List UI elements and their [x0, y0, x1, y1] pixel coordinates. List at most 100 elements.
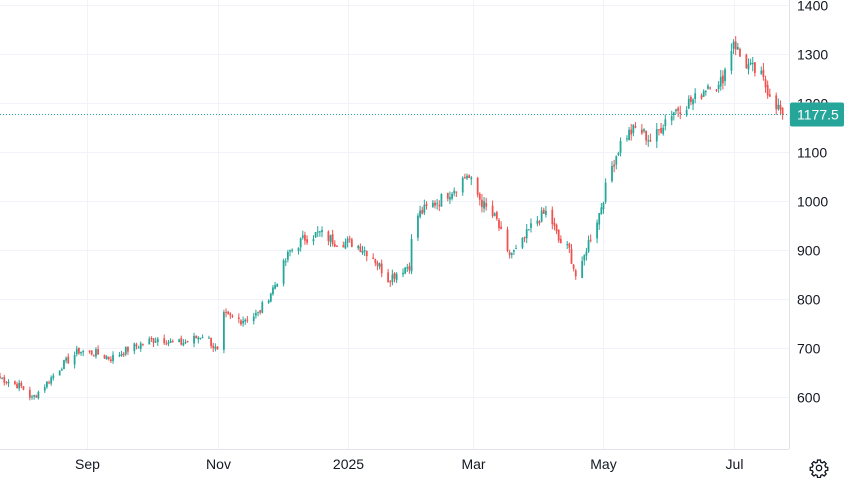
candle-body — [63, 360, 65, 369]
candle-body — [692, 99, 694, 105]
candle-body — [425, 203, 428, 206]
candle-body — [777, 104, 780, 110]
candle-body — [46, 381, 48, 388]
candle-body — [357, 245, 360, 249]
candle-body — [446, 192, 449, 199]
candle-body — [508, 252, 511, 256]
candle-body — [167, 342, 170, 344]
candle-body — [312, 239, 315, 242]
candle-body — [438, 205, 441, 207]
candle-body — [304, 234, 306, 241]
candle-body — [468, 175, 471, 178]
candle-body — [604, 182, 607, 202]
candle-body — [289, 250, 291, 252]
candle-body — [225, 311, 227, 313]
candle-body — [5, 382, 8, 384]
candle-body — [272, 287, 274, 295]
candle-body — [299, 238, 302, 248]
candle-body — [350, 239, 353, 247]
candle-body — [197, 337, 200, 340]
candle-body — [719, 76, 722, 87]
candles — [0, 36, 784, 401]
candle-body — [700, 95, 703, 99]
candle-body — [163, 338, 166, 344]
candle-body — [745, 54, 748, 69]
candle-body — [632, 124, 635, 134]
candle-body — [753, 62, 756, 73]
candle-body — [781, 107, 784, 115]
candle-body — [690, 96, 692, 102]
candle-body — [634, 126, 637, 128]
candle-body — [43, 387, 46, 391]
candle-body — [58, 370, 61, 376]
candle-body — [97, 349, 99, 355]
candle-body — [252, 316, 255, 322]
candle-body — [555, 224, 558, 232]
candle-body — [685, 109, 688, 115]
candle-body — [626, 138, 628, 140]
candle-body — [199, 337, 202, 339]
candle-body — [602, 202, 605, 210]
candle-body — [672, 112, 675, 116]
candle-body — [766, 84, 769, 96]
candle-body — [660, 127, 662, 133]
settings-button[interactable] — [809, 458, 829, 479]
candle-body — [559, 238, 562, 244]
candle-body — [410, 238, 413, 272]
candle-body — [231, 315, 234, 317]
candle-body — [557, 229, 560, 241]
candle-body — [75, 348, 78, 355]
candle-body — [156, 338, 159, 343]
candle-body — [60, 369, 63, 371]
candle-body — [617, 153, 620, 156]
candle-body — [242, 320, 244, 324]
gear-icon — [809, 459, 829, 479]
candle-body — [739, 48, 741, 57]
candle-body — [687, 98, 690, 109]
candle-body — [184, 342, 187, 344]
candle-body — [436, 203, 439, 205]
candle-body — [732, 41, 735, 49]
candle-body — [527, 229, 530, 231]
candle-body — [180, 338, 183, 345]
candle-body — [662, 127, 665, 134]
candle-body — [600, 207, 603, 215]
candle-body — [261, 302, 264, 313]
candle-body — [237, 317, 240, 320]
candle-body — [282, 260, 285, 284]
candle-body — [363, 250, 366, 252]
candle-body — [679, 112, 682, 114]
candle-body — [677, 108, 680, 111]
candle-body — [16, 383, 18, 389]
candle-body — [193, 335, 195, 344]
candle-body — [152, 338, 155, 343]
candle-body — [107, 356, 110, 359]
candle-body — [95, 349, 97, 357]
candle-body — [306, 239, 308, 243]
candle-body — [124, 346, 127, 355]
candle-body — [65, 358, 68, 361]
last-price-tag-bg — [790, 102, 844, 127]
candle-body — [768, 94, 771, 97]
x-tick-label: Mar — [461, 456, 485, 472]
candle-body — [28, 390, 31, 398]
candle-body — [613, 164, 616, 167]
candle-body — [73, 355, 76, 365]
candle-body — [495, 212, 498, 219]
candle-body — [372, 257, 375, 259]
y-tick-label: 800 — [797, 292, 821, 308]
candle-body — [80, 351, 82, 354]
x-tick-label: Jul — [726, 456, 744, 472]
candle-body — [476, 177, 479, 195]
candle-body — [451, 193, 453, 199]
candle-body — [112, 354, 114, 362]
candle-body — [267, 300, 270, 303]
candle-body — [615, 156, 618, 165]
candle-body — [709, 87, 711, 89]
candle-body — [747, 64, 750, 70]
candle-body — [521, 237, 524, 248]
candle-body — [48, 382, 50, 384]
candle-body — [254, 313, 257, 316]
candle-body — [461, 177, 464, 193]
candle-body — [470, 177, 473, 180]
